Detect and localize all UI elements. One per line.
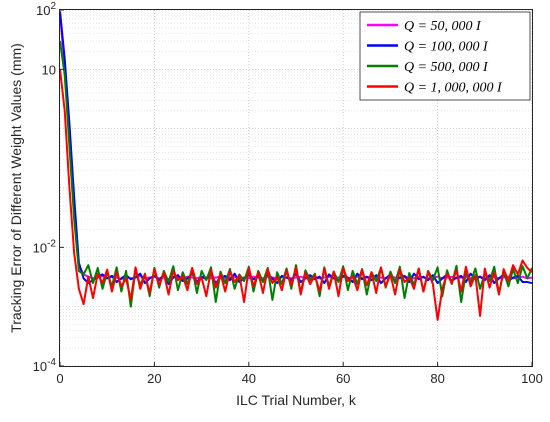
legend-label-2: Q = 100, 000 I	[404, 40, 489, 55]
x-tick-label: 20	[147, 371, 161, 386]
x-tick-label: 60	[336, 371, 350, 386]
y-tick-label: 10-2	[33, 238, 57, 255]
x-axis-label: ILC Trial Number, k	[236, 392, 357, 408]
legend: Q = 50, 000 I Q = 100, 000 I Q = 500, 000 …	[359, 11, 531, 101]
tick-layer: 0 20 40 60 80 100 10-4 10-2 10 102	[33, 1, 543, 386]
x-tick-label: 40	[242, 371, 256, 386]
y-tick-label: 10-4	[33, 357, 57, 374]
x-tick-label: 0	[56, 371, 63, 386]
y-axis-label: Tracking Error of Different Weight Value…	[8, 43, 24, 333]
legend-label-1: Q = 50, 000 I	[404, 19, 482, 34]
legend-label-3: Q = 500, 000 I	[404, 60, 489, 75]
x-tick-label: 100	[521, 371, 543, 386]
plot-area-border	[59, 9, 533, 367]
x-tick-label: 80	[430, 371, 444, 386]
y-tick-label: 102	[36, 1, 56, 18]
legend-label-4: Q = 1, 000, 000 I	[404, 81, 503, 96]
series-line-4	[59, 69, 533, 321]
series-layer	[59, 11, 533, 321]
y-tick-label: 10	[42, 62, 56, 77]
